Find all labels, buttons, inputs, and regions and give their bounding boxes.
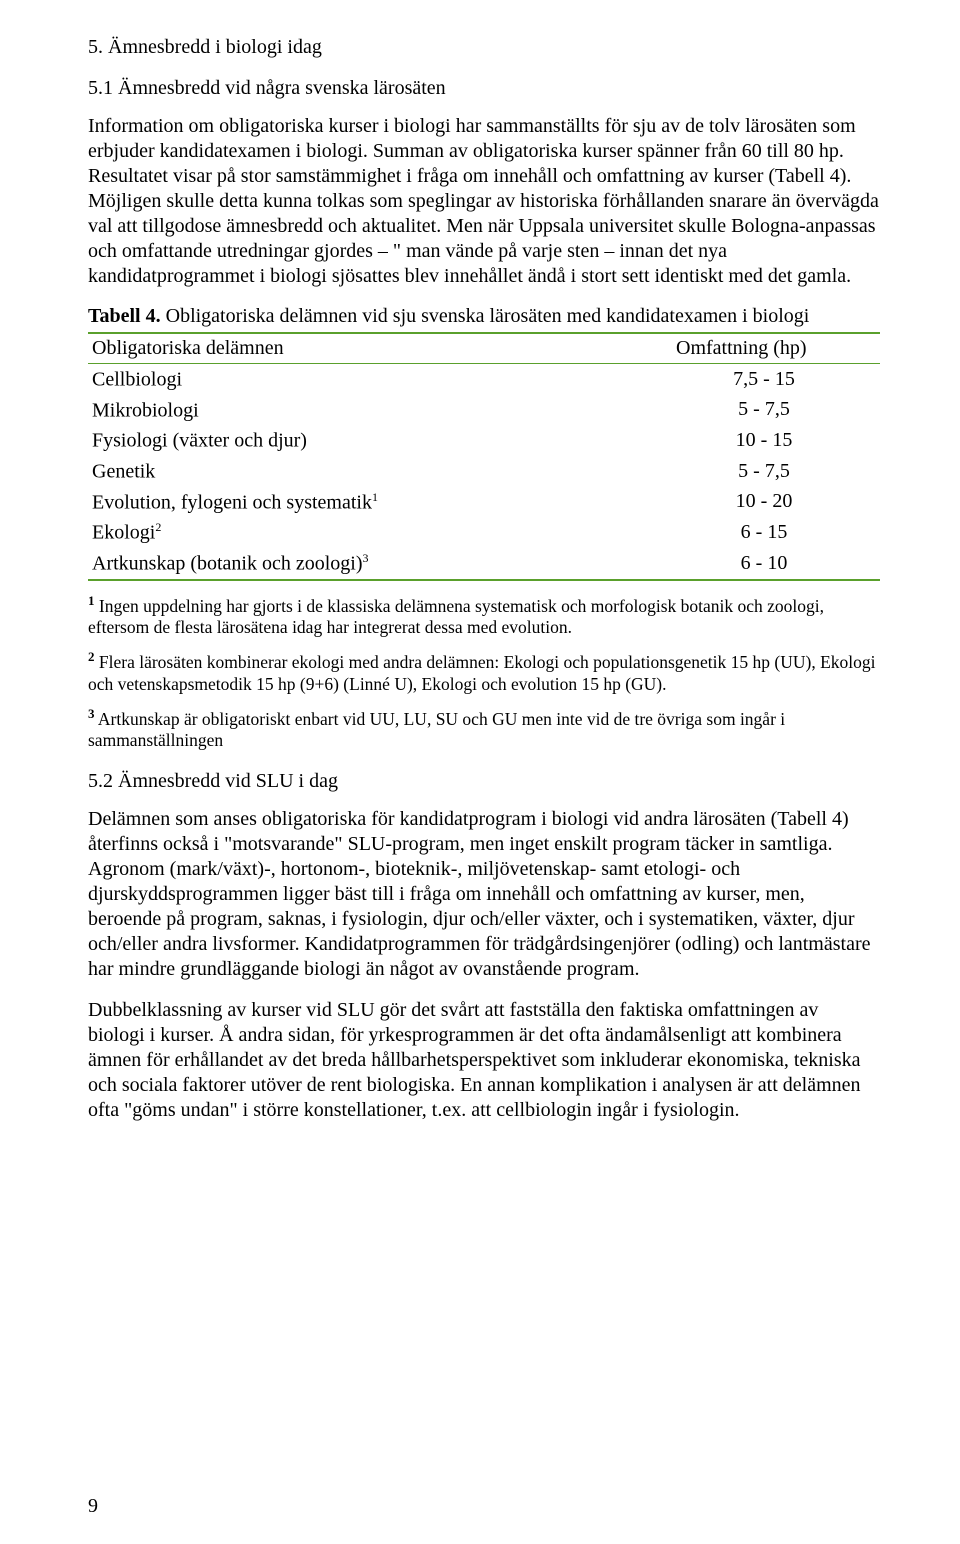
table-row: Mikrobiologi 5 - 7,5 [88, 395, 880, 426]
paragraph-1: Information om obligatoriska kurser i bi… [88, 114, 880, 289]
cell-subject: Mikrobiologi [88, 395, 648, 426]
cell-value: 6 - 10 [648, 548, 880, 580]
subject-text: Evolution, fylogeni och systematik [92, 491, 372, 513]
footnote-text: Flera lärosäten kombinerar ekologi med a… [88, 652, 875, 694]
table-row: Artkunskap (botanik och zoologi)3 6 - 10 [88, 548, 880, 580]
table-caption: Tabell 4. Obligatoriska delämnen vid sju… [88, 305, 880, 328]
cell-value: 10 - 15 [648, 425, 880, 456]
subject-text: Ekologi [92, 522, 155, 544]
cell-value: 7,5 - 15 [648, 364, 880, 395]
cell-value: 5 - 7,5 [648, 395, 880, 426]
subsection-heading-2: 5.2 Ämnesbredd vid SLU i dag [88, 770, 880, 793]
cell-value: 10 - 20 [648, 487, 880, 518]
cell-value: 6 - 15 [648, 517, 880, 548]
subject-text: Genetik [92, 461, 155, 483]
table-row: Cellbiologi 7,5 - 15 [88, 364, 880, 395]
cell-subject: Ekologi2 [88, 517, 648, 548]
footnote-1: 1 Ingen uppdelning har gjorts i de klass… [88, 593, 880, 640]
section-heading: 5. Ämnesbredd i biologi idag [88, 36, 880, 59]
subject-text: Mikrobiologi [92, 399, 199, 421]
col-header-subject: Obligatoriska delämnen [88, 333, 648, 364]
cell-subject: Evolution, fylogeni och systematik1 [88, 487, 648, 518]
paragraph-2: Delämnen som anses obligatoriska för kan… [88, 807, 880, 982]
subsection-heading-1: 5.1 Ämnesbredd vid några svenska lärosät… [88, 77, 880, 100]
page-number: 9 [88, 1495, 98, 1518]
table-row: Ekologi2 6 - 15 [88, 517, 880, 548]
paragraph-3: Dubbelklassning av kurser vid SLU gör de… [88, 998, 880, 1123]
footnote-2: 2 Flera lärosäten kombinerar ekologi med… [88, 649, 880, 696]
subjects-table: Obligatoriska delämnen Omfattning (hp) C… [88, 332, 880, 581]
subject-sup: 1 [372, 490, 378, 504]
footnote-text: Ingen uppdelning har gjorts i de klassis… [88, 595, 824, 637]
footnote-3: 3 Artkunskap är obligatoriskt enbart vid… [88, 706, 880, 753]
cell-value: 5 - 7,5 [648, 456, 880, 487]
subject-sup: 2 [155, 520, 161, 534]
subject-sup: 3 [363, 551, 369, 565]
cell-subject: Genetik [88, 456, 648, 487]
spacer [88, 581, 880, 593]
table-row: Genetik 5 - 7,5 [88, 456, 880, 487]
col-header-extent: Omfattning (hp) [648, 333, 880, 364]
table-row: Evolution, fylogeni och systematik1 10 -… [88, 487, 880, 518]
subject-text: Artkunskap (botanik och zoologi) [92, 553, 363, 575]
table-header-row: Obligatoriska delämnen Omfattning (hp) [88, 333, 880, 364]
cell-subject: Cellbiologi [88, 364, 648, 395]
subject-text: Fysiologi (växter och djur) [92, 430, 307, 452]
cell-subject: Fysiologi (växter och djur) [88, 425, 648, 456]
table-caption-label: Tabell 4. [88, 305, 161, 327]
subject-text: Cellbiologi [92, 369, 182, 391]
cell-subject: Artkunskap (botanik och zoologi)3 [88, 548, 648, 580]
document-page: 5. Ämnesbredd i biologi idag 5.1 Ämnesbr… [0, 0, 960, 1544]
table-caption-text: Obligatoriska delämnen vid sju svenska l… [161, 305, 810, 327]
table-row: Fysiologi (växter och djur) 10 - 15 [88, 425, 880, 456]
footnote-text: Artkunskap är obligatoriskt enbart vid U… [88, 709, 785, 751]
